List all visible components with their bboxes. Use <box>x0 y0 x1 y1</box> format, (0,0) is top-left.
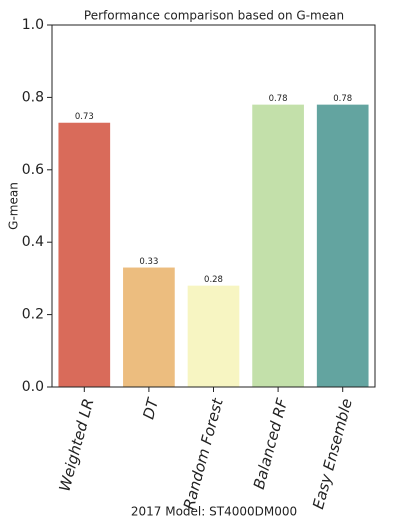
x-axis-label: 2017 Model: ST4000DM000 <box>131 505 297 519</box>
bar <box>58 122 111 388</box>
y-tick-label: 0.8 <box>22 89 44 105</box>
bar <box>187 285 240 387</box>
y-tick-label: 0.0 <box>22 379 44 395</box>
x-tick-label: Easy Ensemble <box>309 397 356 511</box>
y-tick-label: 0.4 <box>22 234 44 250</box>
y-axis-label: G-mean <box>7 182 21 230</box>
y-tick-label: 0.2 <box>22 307 44 323</box>
value-label: 0.73 <box>75 112 94 122</box>
value-label: 0.78 <box>333 94 352 104</box>
bar <box>316 104 369 387</box>
chart-title: Performance comparison based on G-mean <box>84 9 344 23</box>
value-label: 0.78 <box>269 94 288 104</box>
bar <box>123 267 175 387</box>
value-label: 0.33 <box>139 257 158 267</box>
y-tick-label: 0.6 <box>22 162 44 178</box>
y-tick-label: 1.0 <box>22 17 44 33</box>
plot-frame <box>51 24 376 388</box>
x-tick-label: Balanced RF <box>250 396 292 491</box>
x-tick-label: Random Forest <box>180 395 227 511</box>
x-tick-label: DT <box>139 395 162 421</box>
bar <box>252 104 304 387</box>
x-tick-label: Weighted LR <box>55 397 97 494</box>
value-label: 0.28 <box>204 275 223 285</box>
